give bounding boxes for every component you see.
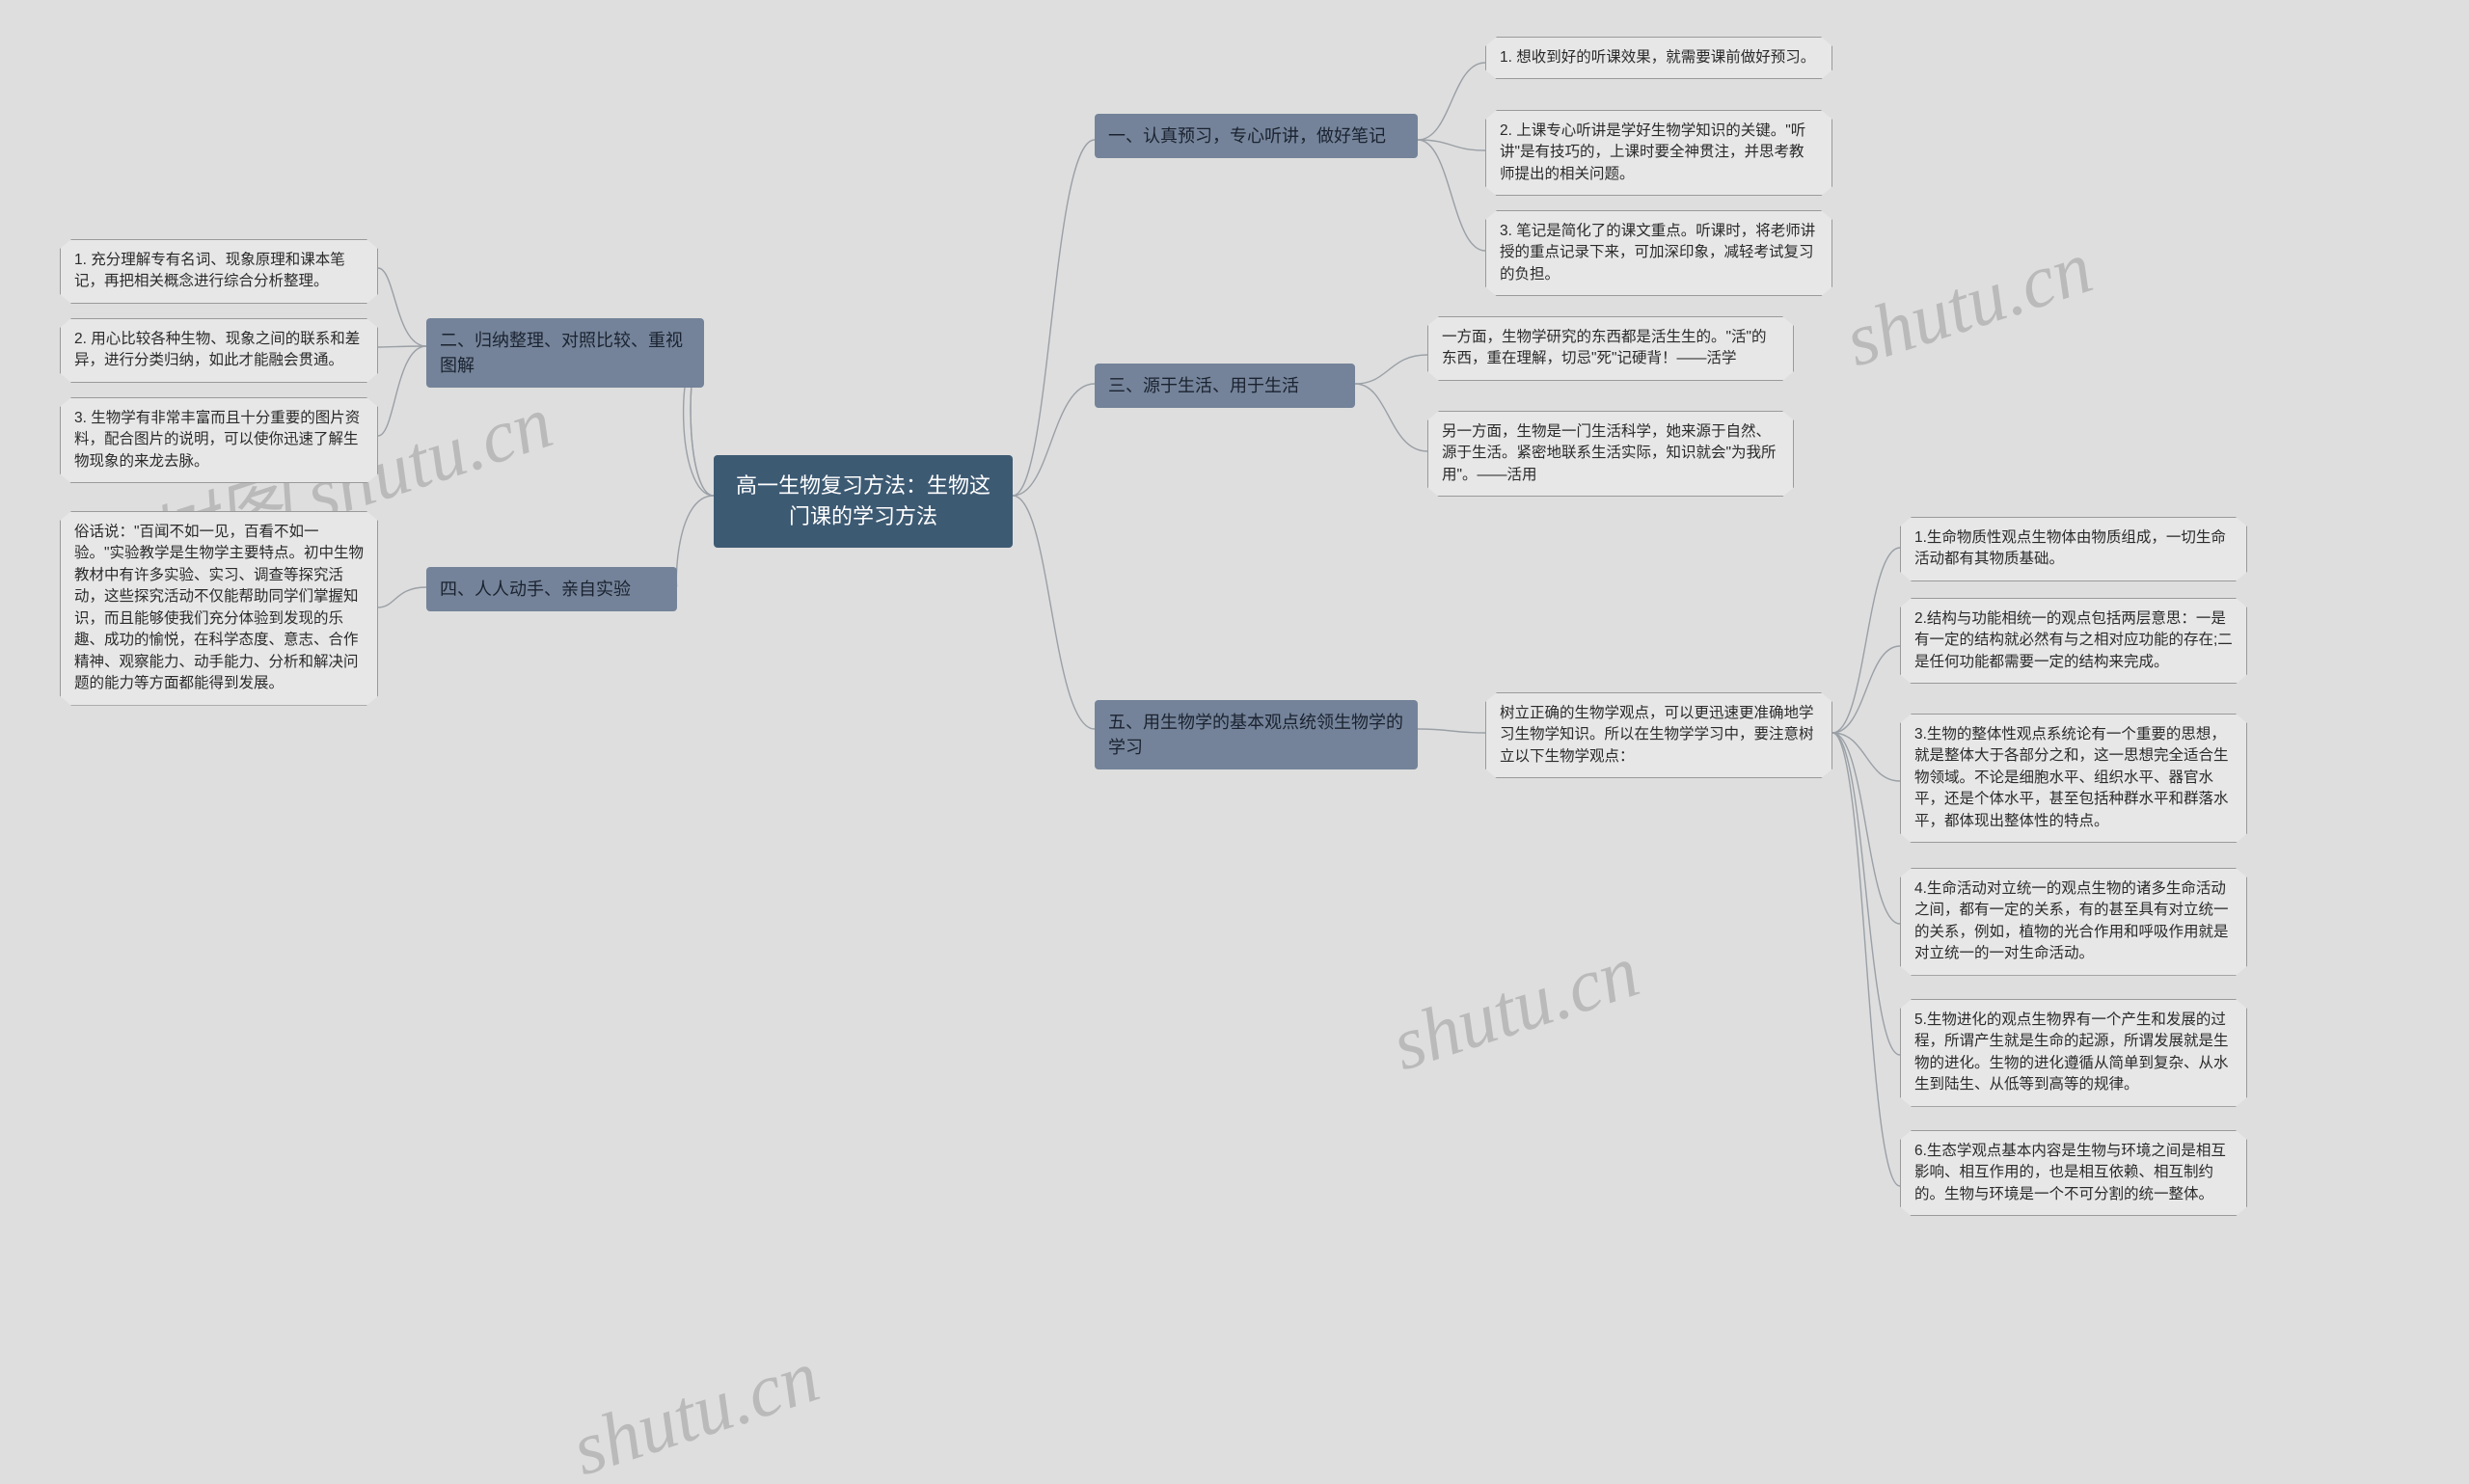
leaf-r1-0: 1. 想收到好的听课效果，就需要课前做好预习。 xyxy=(1485,37,1832,79)
leaf-r1-2: 3. 笔记是简化了的课文重点。听课时，将老师讲授的重点记录下来，可加深印象，减轻… xyxy=(1485,210,1832,296)
leaf-l4-0: 俗话说："百闻不如一见，百看不如一验。"实验教学是生物学主要特点。初中生物教材中… xyxy=(60,511,378,706)
leaf-r5-1: 2.结构与功能相统一的观点包括两层意思：一是有一定的结构就必然有与之相对应功能的… xyxy=(1900,598,2247,684)
root-node[interactable]: 高一生物复习方法：生物这门课的学习方法 xyxy=(714,455,1013,548)
leaf-r5-2: 3.生物的整体性观点系统论有一个重要的思想，就是整体大于各部分之和，这一思想完全… xyxy=(1900,714,2247,843)
leaf-l2-0: 1. 充分理解专有名词、现象原理和课本笔记，再把相关概念进行综合分析整理。 xyxy=(60,239,378,304)
leaf-r3-1: 另一方面，生物是一门生活科学，她来源于自然、源于生活。紧密地联系生活实际，知识就… xyxy=(1427,411,1794,497)
leaf-r1-1: 2. 上课专心听讲是学好生物学知识的关键。"听讲"是有技巧的，上课时要全神贯注，… xyxy=(1485,110,1832,196)
leaf-r5-0: 1.生命物质性观点生物体由物质组成，一切生命活动都有其物质基础。 xyxy=(1900,517,2247,581)
branch-r3[interactable]: 三、源于生活、用于生活 xyxy=(1095,364,1355,408)
leaf-r5-sub: 树立正确的生物学观点，可以更迅速更准确地学习生物学知识。所以在生物学学习中，要注… xyxy=(1485,692,1832,778)
leaf-r3-0: 一方面，生物学研究的东西都是活生生的。"活"的东西，重在理解，切忌"死"记硬背！… xyxy=(1427,316,1794,381)
branch-r1[interactable]: 一、认真预习，专心听讲，做好笔记 xyxy=(1095,114,1418,158)
leaf-l2-1: 2. 用心比较各种生物、现象之间的联系和差异，进行分类归纳，如此才能融会贯通。 xyxy=(60,318,378,383)
watermark: shutu.cn xyxy=(1835,224,2103,385)
branch-l4[interactable]: 四、人人动手、亲自实验 xyxy=(426,567,677,611)
leaf-r5-3: 4.生命活动对立统一的观点生物的诸多生命活动之间，都有一定的关系，有的甚至具有对… xyxy=(1900,868,2247,976)
branch-l2[interactable]: 二、归纳整理、对照比较、重视图解 xyxy=(426,318,704,388)
watermark: shutu.cn xyxy=(1382,928,1649,1089)
leaf-r5-4: 5.生物进化的观点生物界有一个产生和发展的过程，所谓产生就是生命的起源，所谓发展… xyxy=(1900,999,2247,1107)
mindmap-canvas: { "canvas": { "width": 2560, "height": 1… xyxy=(0,0,2469,1484)
leaf-r5-5: 6.生态学观点基本内容是生物与环境之间是相互影响、相互作用的，也是相互依赖、相互… xyxy=(1900,1130,2247,1216)
branch-r5[interactable]: 五、用生物学的基本观点统领生物学的学习 xyxy=(1095,700,1418,769)
leaf-l2-2: 3. 生物学有非常丰富而且十分重要的图片资料，配合图片的说明，可以使你迅速了解生… xyxy=(60,397,378,483)
watermark: shutu.cn xyxy=(562,1333,829,1484)
